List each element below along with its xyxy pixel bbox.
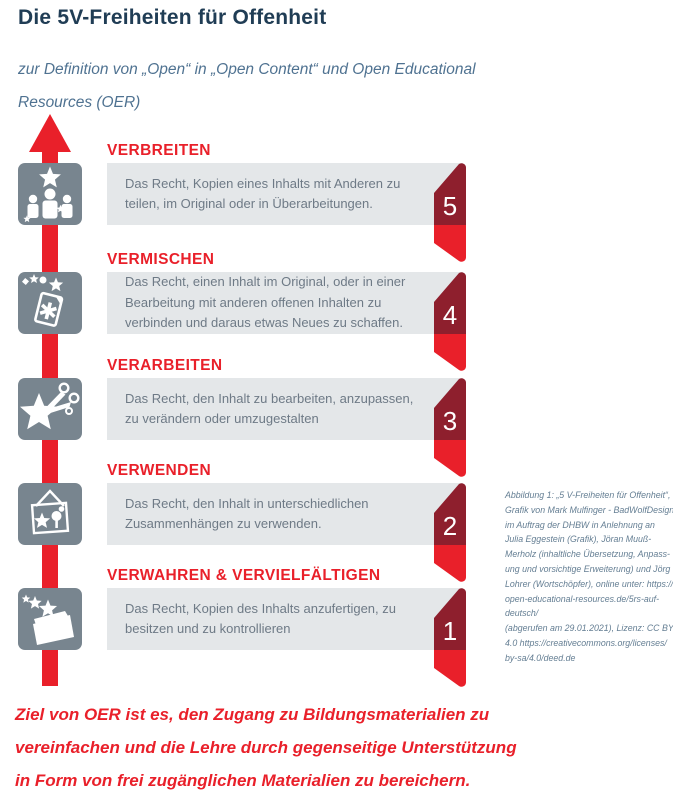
section-heading: VERBREITEN — [107, 142, 211, 159]
icon-tile — [18, 163, 82, 225]
section-vermischen: VERMISCHEN Das Recht, einen Inhalt im Or… — [0, 251, 673, 381]
badge-number: 3 — [442, 406, 458, 436]
section-heading: VERWENDEN — [107, 462, 212, 479]
badge-number: 4 — [442, 300, 458, 330]
section-description-box: Das Recht, Kopien des Inhalts anzufertig… — [107, 588, 463, 650]
icon-tile — [18, 588, 82, 650]
ribbon-shape-icon — [434, 588, 466, 687]
section-description-box: Das Recht, den Inhalt zu bearbeiten, anz… — [107, 378, 463, 440]
open-folder-stars-icon — [21, 594, 74, 645]
number-ribbon: 4 — [434, 270, 466, 374]
badge-number: 1 — [442, 616, 458, 646]
section-heading: VERWAHREN & VERVIELFÄLTIGEN — [107, 567, 381, 584]
section-verbreiten: VERBREITEN Das Recht, Kopien eines Inhal… — [0, 142, 673, 272]
section-verwenden: VERWENDEN Das Recht, den Inhalt in unter… — [0, 462, 673, 592]
badge-number: 2 — [442, 511, 458, 541]
page-subtitle: zur Definition von „Open“ in „Open Conte… — [18, 61, 476, 111]
section-heading: VERARBEITEN — [107, 357, 223, 374]
section-description: Das Recht, Kopien des Inhalts anzufertig… — [125, 600, 396, 637]
number-ribbon: 1 — [434, 586, 466, 690]
ribbon-shape-icon — [434, 483, 466, 582]
icon-tile — [18, 483, 82, 545]
ribbon-shape-icon — [434, 378, 466, 477]
section-description-box: Das Recht, Kopien eines Inhalts mit Ande… — [107, 163, 463, 225]
section-description-box: Das Recht, einen Inhalt im Original, ode… — [107, 272, 463, 334]
number-ribbon: 2 — [434, 481, 466, 585]
section-verwahren: VERWAHREN & VERVIELFÄLTIGEN Das Recht, K… — [0, 567, 673, 697]
section-description: Das Recht, Kopien eines Inhalts mit Ande… — [125, 175, 401, 212]
upward-arrow-head-icon — [29, 114, 71, 152]
attribution-caption: Abbildung 1: „5 V-Freiheiten für Offenhe… — [505, 490, 673, 663]
remix-document-icon — [21, 274, 64, 327]
section-verarbeiten: VERARBEITEN Das Recht, den Inhalt zu bea… — [0, 357, 673, 487]
number-ribbon: 5 — [434, 161, 466, 265]
badge-number: 5 — [442, 191, 458, 221]
section-heading: VERMISCHEN — [107, 251, 215, 268]
ribbon-shape-icon — [434, 163, 466, 262]
picture-frame-icon — [30, 489, 70, 535]
ribbon-shape-icon — [434, 272, 466, 371]
section-description: Das Recht, einen Inhalt im Original, ode… — [125, 274, 406, 331]
icon-tile — [18, 378, 82, 440]
page-title: Die 5V-Freiheiten für Offenheit — [18, 6, 327, 29]
goal-statement: Ziel von OER ist es, den Zugang zu Bildu… — [15, 705, 517, 790]
number-ribbon: 3 — [434, 376, 466, 480]
scissors-cutting-star-icon — [20, 382, 80, 430]
section-description: Das Recht, den Inhalt in unterschiedlich… — [125, 495, 369, 532]
people-sharing-icon — [23, 166, 73, 223]
section-description: Das Recht, den Inhalt zu bearbeiten, anz… — [125, 390, 414, 427]
icon-tile — [18, 272, 82, 334]
section-description-box: Das Recht, den Inhalt in unterschiedlich… — [107, 483, 463, 545]
